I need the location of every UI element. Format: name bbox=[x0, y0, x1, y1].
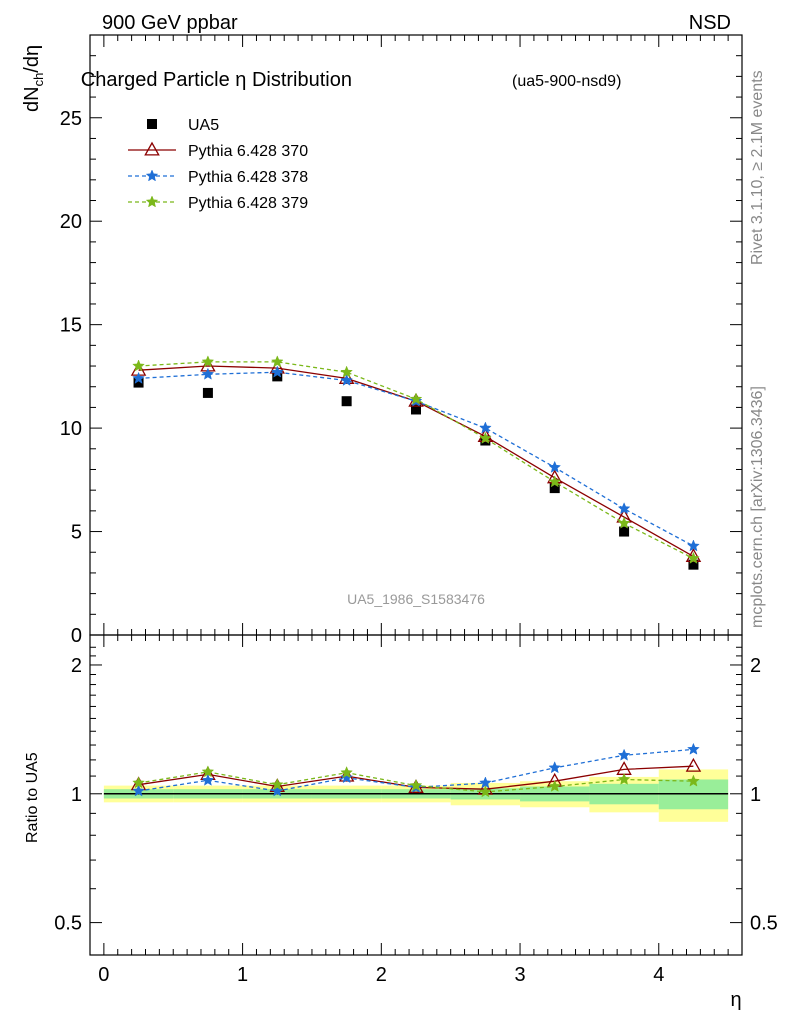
legend-label: Pythia 6.428 378 bbox=[188, 169, 308, 186]
ratio-y-tick-label-right: 0.5 bbox=[750, 913, 778, 935]
ratio-y-tick-label-right: 1 bbox=[750, 784, 761, 806]
chart-title: Charged Particle η Distribution bbox=[81, 69, 352, 91]
series-0-point bbox=[272, 371, 283, 382]
legend-label: Pythia 6.428 370 bbox=[188, 143, 308, 160]
ratio-series-0-point bbox=[685, 757, 702, 772]
y-tick-label: 5 bbox=[71, 522, 82, 544]
x-tick-label: 1 bbox=[237, 964, 248, 986]
chart-subtitle: (ua5-900-nsd9) bbox=[512, 73, 621, 90]
legend: UA5 Pythia 6.428 370 Pythia 6.428 378 Pythi… bbox=[128, 117, 308, 212]
ratio-series-1-point bbox=[201, 773, 215, 786]
legend-marker bbox=[144, 141, 160, 156]
series-2-point bbox=[548, 460, 562, 473]
ratio-series-2-point bbox=[340, 766, 353, 779]
legend-label: Pythia 6.428 379 bbox=[188, 195, 308, 212]
series-2-point bbox=[687, 539, 700, 552]
series-0-point bbox=[133, 377, 144, 388]
series-3-point bbox=[201, 355, 215, 368]
y-tick-label: 10 bbox=[60, 418, 82, 440]
ratio-series-0-point bbox=[338, 767, 355, 782]
x-tick-label: 2 bbox=[376, 964, 387, 986]
y-tick-label: 25 bbox=[60, 108, 82, 130]
watermark: UA5_1986_S1583476 bbox=[347, 591, 485, 607]
series-3-point bbox=[270, 355, 284, 368]
svg-text:dNch/dη: dNch/dη bbox=[21, 45, 46, 112]
ratio-series-1-point bbox=[132, 784, 145, 797]
ratio-series-0-point bbox=[616, 761, 632, 775]
series-3-point bbox=[617, 516, 631, 529]
ratio-y-axis-label: Ratio to UA5 bbox=[24, 752, 41, 843]
ratio-series-1-point bbox=[270, 784, 284, 797]
series-0-point bbox=[411, 404, 421, 415]
series-line-3 bbox=[138, 361, 694, 559]
header-left: 900 GeV ppbar bbox=[102, 12, 238, 34]
ratio-series-1-point bbox=[340, 771, 353, 784]
legend-marker bbox=[147, 119, 157, 129]
legend-item: Pythia 6.428 379 bbox=[128, 195, 308, 212]
series-2-point bbox=[132, 371, 145, 384]
mcplots-label: mcplots.cern.ch [arXiv:1306.3436] bbox=[749, 386, 766, 628]
ratio-series-2-point bbox=[617, 772, 631, 785]
x-tick-label: 4 bbox=[653, 964, 664, 986]
ratio-series-1-point bbox=[617, 748, 631, 761]
ratio-series-2-point bbox=[132, 776, 145, 789]
y-tick-label: 20 bbox=[60, 211, 82, 233]
legend-item: UA5 bbox=[147, 117, 219, 134]
main-plot: 0 5 10 15 20 25 bbox=[60, 34, 743, 647]
series-2-point bbox=[340, 373, 353, 386]
y-axis-label: dNch/dη bbox=[21, 45, 46, 112]
ratio-series-2-point bbox=[270, 778, 284, 791]
header-right: NSD bbox=[689, 12, 731, 34]
x-tick-label: 0 bbox=[98, 964, 109, 986]
ratio-series-1-point bbox=[687, 742, 700, 755]
series-0-point bbox=[202, 387, 213, 398]
legend-marker bbox=[145, 195, 159, 208]
series-2-point bbox=[270, 365, 284, 378]
y-tick-label: 15 bbox=[60, 315, 82, 337]
legend-item: Pythia 6.428 378 bbox=[128, 169, 308, 186]
series-3-point bbox=[687, 551, 700, 564]
ratio-y-tick-label: 2 bbox=[71, 655, 82, 677]
rivet-label: Rivet 3.1.10, ≥ 2.1M events bbox=[749, 70, 766, 265]
legend-label: UA5 bbox=[188, 117, 219, 134]
ratio-plot: 0.5 0.5 1 1 2 2 0 1 2 3 4 bbox=[54, 634, 778, 986]
y-tick-label: 0 bbox=[71, 625, 82, 647]
ratio-series-2-point bbox=[687, 774, 700, 787]
x-tick-label: 3 bbox=[514, 964, 525, 986]
series-0-point bbox=[688, 559, 699, 570]
series-3-point bbox=[548, 475, 562, 488]
series-3-point bbox=[479, 431, 492, 444]
series-3-point bbox=[132, 359, 145, 372]
legend-item: Pythia 6.428 370 bbox=[128, 141, 308, 160]
ratio-y-tick-label-right: 2 bbox=[750, 655, 761, 677]
ratio-series-2-point bbox=[479, 785, 492, 798]
ratio-y-tick-label: 0.5 bbox=[54, 913, 82, 935]
series-2-point bbox=[617, 502, 631, 515]
ratio-series-1-point bbox=[548, 761, 562, 774]
series-2-point bbox=[201, 367, 215, 380]
ratio-plot-frame bbox=[89, 634, 743, 956]
ratio-y-tick-label: 1 bbox=[71, 784, 82, 806]
ratio-series-2-point bbox=[548, 779, 562, 792]
series-3-point bbox=[340, 365, 353, 378]
x-axis-label: η bbox=[730, 989, 741, 1011]
series-0-point bbox=[341, 396, 352, 407]
series-2-point bbox=[479, 421, 492, 434]
ratio-series-2-point bbox=[409, 778, 423, 792]
series-0-point bbox=[619, 526, 630, 537]
ratio-series-2-point bbox=[201, 765, 215, 778]
series-3-point bbox=[409, 392, 423, 405]
series-0-point bbox=[549, 483, 560, 494]
legend-marker bbox=[145, 169, 159, 182]
